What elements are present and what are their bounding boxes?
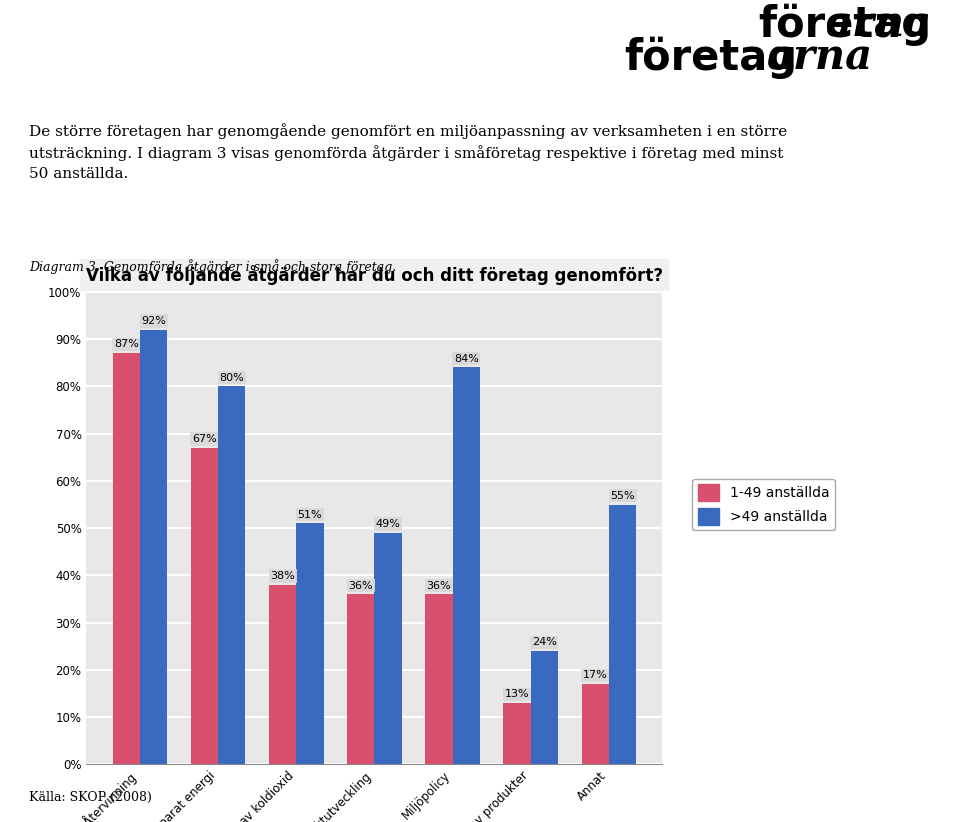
Text: 87%: 87% — [114, 339, 138, 349]
Bar — [425, 594, 452, 764]
Bar — [112, 353, 140, 764]
Bar — [609, 505, 636, 764]
Text: 49%: 49% — [375, 519, 400, 529]
Text: arna: arna — [825, 3, 931, 46]
Text: 17%: 17% — [583, 670, 608, 681]
Bar — [297, 524, 324, 764]
Bar — [348, 594, 374, 764]
Bar — [191, 448, 218, 764]
Text: 67%: 67% — [192, 434, 217, 444]
Text: arna: arna — [766, 37, 873, 79]
Bar — [452, 367, 480, 764]
Text: 92%: 92% — [141, 316, 166, 326]
Text: 36%: 36% — [426, 580, 451, 590]
Text: företag: företag — [758, 3, 931, 46]
Text: 55%: 55% — [611, 491, 635, 501]
Text: Källa: SKOP (2008): Källa: SKOP (2008) — [29, 791, 152, 804]
Text: 24%: 24% — [532, 637, 557, 647]
Text: 84%: 84% — [454, 353, 479, 363]
Bar — [503, 703, 531, 764]
Legend: 1-49 anställda, >49 anställda: 1-49 anställda, >49 anställda — [692, 478, 835, 530]
Bar — [531, 651, 558, 764]
Title: Vilka av följande åtgärder har du och ditt företag genomfört?: Vilka av följande åtgärder har du och di… — [85, 265, 663, 284]
Text: De större företagen har genomgående genomfört en miljöanpassning av verksamheten: De större företagen har genomgående geno… — [29, 123, 787, 181]
Text: 36%: 36% — [348, 580, 373, 590]
Bar — [582, 684, 609, 764]
Text: 38%: 38% — [270, 571, 295, 581]
Text: 51%: 51% — [298, 510, 323, 520]
Bar — [218, 386, 246, 764]
Bar — [374, 533, 401, 764]
Bar — [140, 330, 167, 764]
Bar — [269, 585, 297, 764]
Text: 80%: 80% — [220, 372, 244, 382]
Text: Diagram 3. Genomförda åtgärder i små och stora företag.: Diagram 3. Genomförda åtgärder i små och… — [29, 259, 396, 274]
Text: 13%: 13% — [505, 689, 529, 700]
Text: företag: företag — [624, 37, 797, 80]
